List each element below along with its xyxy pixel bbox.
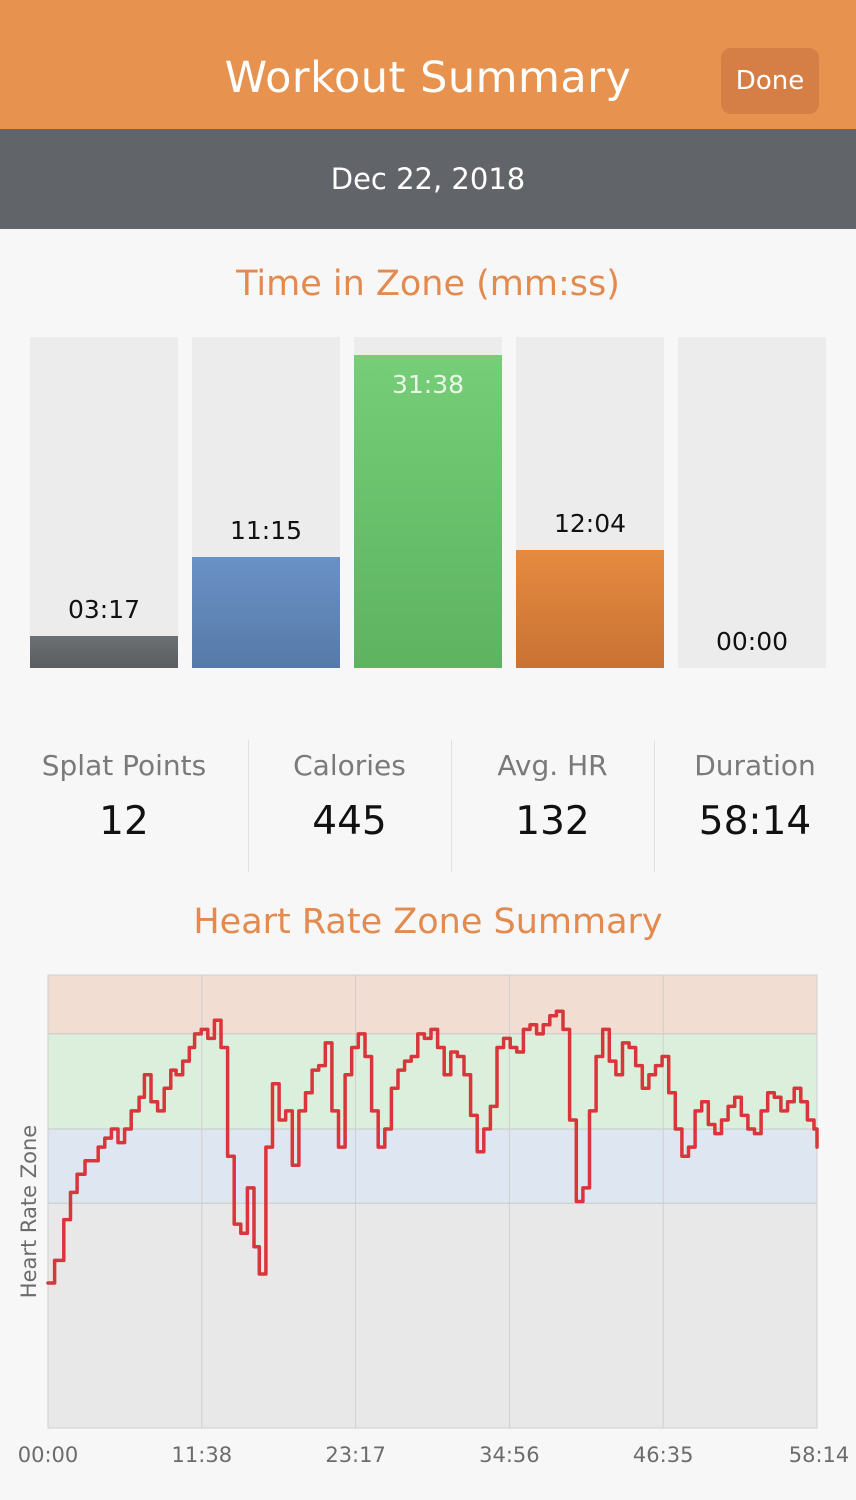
stat-value: 58:14	[698, 799, 812, 844]
stat-calories: Calories 445	[248, 740, 451, 872]
zone-band-4	[48, 975, 817, 1034]
zone-value-4: 12:04	[553, 509, 627, 538]
stat-label: Avg. HR	[497, 749, 608, 782]
x-tick-label: 58:14	[789, 1443, 850, 1467]
stat-value: 445	[312, 799, 387, 844]
zone-column-4: 12:04	[516, 337, 664, 668]
heart-rate-series-line	[46, 1009, 819, 1285]
x-tick-label: 23:17	[325, 1443, 386, 1467]
x-tick-label: 00:00	[18, 1443, 79, 1467]
stat-value: 12	[99, 799, 149, 844]
zone-value-5: 00:00	[715, 627, 789, 656]
y-axis-label: Heart Rate Zone	[17, 1125, 41, 1298]
zone-bar-4	[516, 550, 664, 668]
zone-value-3: 31:38	[391, 370, 465, 399]
stat-avg-hr: Avg. HR 132	[451, 740, 654, 872]
heart-rate-zone-title: Heart Rate Zone Summary	[193, 902, 663, 942]
plot-border	[47, 974, 818, 1429]
time-in-zone-title: Time in Zone (mm:ss)	[236, 264, 620, 304]
stat-label: Duration	[694, 749, 816, 782]
zone-band-2	[48, 1129, 817, 1204]
date-bar: Dec 22, 2018	[0, 129, 856, 229]
zone-column-5: 00:00	[678, 337, 826, 668]
x-tick-label: 34:56	[479, 1443, 540, 1467]
stat-divider	[248, 740, 249, 872]
heart-rate-zone-chart: 00:00 11:38 23:17 34:56 46:35 58:14 Heart Rate…	[17, 974, 850, 1467]
zone-bar-2	[192, 557, 340, 668]
zone-value-1: 03:17	[67, 595, 141, 624]
stat-label: Calories	[293, 749, 406, 782]
stat-divider	[654, 740, 655, 872]
stat-value: 132	[515, 799, 590, 844]
stat-splat-points: Splat Points 12	[0, 740, 248, 872]
workout-date: Dec 22, 2018	[330, 162, 526, 196]
done-button[interactable]: Done	[721, 48, 819, 114]
x-tick-label: 46:35	[633, 1443, 694, 1467]
x-tick-label: 11:38	[172, 1443, 233, 1467]
stat-divider	[451, 740, 452, 872]
zone-column-3: 31:38	[354, 337, 502, 668]
zone-value-2: 11:15	[229, 516, 303, 545]
page-title: Workout Summary	[224, 53, 632, 103]
zone-band-3	[48, 1033, 817, 1130]
zone-bar-1	[30, 636, 178, 668]
zone-band-1	[48, 1203, 817, 1428]
stat-duration: Duration 58:14	[654, 740, 856, 872]
zone-column-2: 11:15	[192, 337, 340, 668]
stat-label: Splat Points	[41, 749, 207, 782]
zone-bar-3	[354, 355, 502, 668]
header-bar: Workout Summary Done	[0, 0, 856, 129]
zone-column-1: 03:17	[30, 337, 178, 668]
